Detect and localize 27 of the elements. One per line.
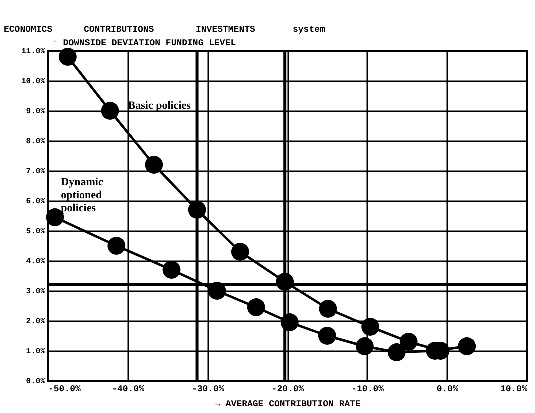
y-tick-label: 0.0% bbox=[26, 378, 46, 386]
y-tick-label: 8.0% bbox=[26, 138, 46, 146]
series-label: Basic policies bbox=[128, 100, 192, 112]
y-tick-label: 1.0% bbox=[26, 348, 46, 356]
x-tick-label: -10.0% bbox=[352, 384, 385, 394]
x-tick-label: -40.0% bbox=[112, 384, 146, 394]
x-tick-label: -50.0% bbox=[48, 384, 82, 394]
x-tick-label: 10.0% bbox=[500, 384, 528, 394]
text: INVESTMENTS bbox=[196, 25, 256, 35]
series-label: Dynamic optioned policies bbox=[61, 176, 104, 214]
x-tick-label: -20.0% bbox=[272, 384, 305, 394]
text: system bbox=[293, 25, 326, 35]
y-tick-label: 7.0% bbox=[26, 168, 46, 176]
y-tick-label: 11.0% bbox=[21, 48, 46, 56]
y-tick-label: 5.0% bbox=[26, 228, 46, 236]
y-tick-label: 10.0% bbox=[21, 78, 46, 86]
y-tick-label: 3.0% bbox=[26, 288, 46, 296]
y-tick-label: 9.0% bbox=[26, 108, 46, 116]
x-axis-title: → AVERAGE CONTRIBUTION RATE bbox=[215, 400, 362, 410]
y-axis-title: ↑ DOWNSIDE DEVIATION FUNDING LEVEL bbox=[52, 38, 236, 48]
x-tick-label: -30.0% bbox=[192, 384, 225, 394]
y-tick-label: 2.0% bbox=[26, 318, 46, 326]
text: CONTRIBUTIONS bbox=[84, 25, 155, 35]
text: ECONOMICS bbox=[4, 25, 54, 35]
y-tick-label: 6.0% bbox=[26, 198, 46, 206]
x-tick-label: 0.0% bbox=[436, 384, 460, 394]
y-tick-label: 4.0% bbox=[26, 258, 46, 266]
